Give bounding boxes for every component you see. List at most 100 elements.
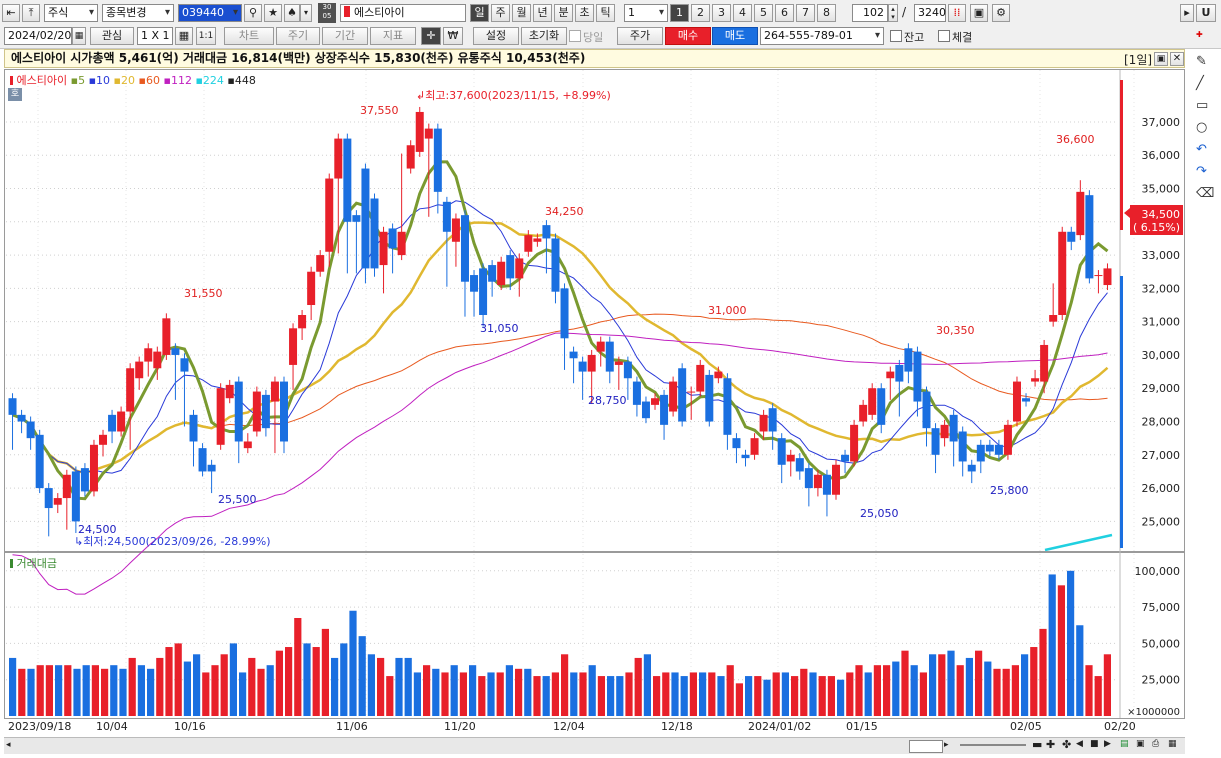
rectangle-icon[interactable]: ▭	[1196, 98, 1209, 113]
candle-body	[1031, 378, 1040, 382]
sell-button[interactable]: 매도	[712, 27, 758, 45]
scroll-right-icon[interactable]: ▸	[944, 740, 949, 750]
chart-scrollbar[interactable]: ◂ ▸ ▬ ✚ ✤ ◀ ■ ▶ ▤ ▣ ⎙ ▦	[4, 737, 1185, 754]
collapse-icon[interactable]: ▸	[1180, 4, 1194, 22]
scroll-left-icon[interactable]: ◂	[6, 740, 11, 750]
erase-all-icon[interactable]: ⌫	[1196, 186, 1215, 201]
line-icon[interactable]: ╱	[1196, 76, 1204, 91]
pin-icon[interactable]: ⇤	[2, 4, 20, 22]
layout-button-4[interactable]: 4	[733, 4, 752, 22]
volume-bar	[110, 665, 118, 716]
watch-button[interactable]: 관심	[90, 27, 134, 45]
play-icon[interactable]: ▶	[1104, 739, 1111, 749]
stock-name-field[interactable]: 에스티아이	[340, 4, 466, 22]
color-grid-icon[interactable]: ⁞⁞	[948, 4, 966, 22]
change-item-select[interactable]: 종목변경	[102, 4, 174, 22]
candle-body	[578, 361, 587, 372]
ratio-button[interactable]: 1:1	[196, 27, 216, 45]
candle-body	[99, 434, 108, 445]
layout-button-3[interactable]: 3	[712, 4, 731, 22]
settings-button[interactable]: 설정	[473, 27, 519, 45]
price-button[interactable]: 주가	[617, 27, 663, 45]
save-icon[interactable]: ▣	[970, 4, 988, 22]
candle-body	[171, 348, 180, 355]
won-icon[interactable]: ₩	[443, 27, 463, 45]
period-tab-4[interactable]: 분	[554, 4, 573, 22]
volume-bar	[239, 672, 247, 716]
stop-icon[interactable]: ■	[1090, 739, 1099, 749]
indicator-button[interactable]: 지표	[370, 27, 416, 45]
chart-button[interactable]: 차트	[224, 27, 274, 45]
executed-checkbox[interactable]	[938, 30, 950, 42]
period-tab-2[interactable]: 월	[512, 4, 531, 22]
export-save-icon[interactable]: ▣	[1136, 739, 1145, 749]
period-button[interactable]: 기간	[322, 27, 368, 45]
layout-button-2[interactable]: 2	[691, 4, 710, 22]
crosshair-icon[interactable]: ✛	[421, 27, 441, 45]
redo-icon[interactable]: ↷	[1196, 164, 1207, 179]
candle-body	[135, 361, 144, 379]
candle-body	[325, 178, 334, 252]
candle-body	[596, 341, 605, 352]
search-icon[interactable]: ⚲	[244, 4, 262, 22]
layout-button-8[interactable]: 8	[817, 4, 836, 22]
period-tab-3[interactable]: 년	[533, 4, 552, 22]
play-back-icon[interactable]: ◀	[1076, 739, 1083, 749]
calendar-icon[interactable]: ▦	[72, 27, 86, 45]
candle-body	[406, 145, 415, 169]
layout-button-1[interactable]: 1	[670, 4, 689, 22]
volume-bar	[248, 657, 256, 716]
grid-size-field[interactable]: 1 X 1	[137, 27, 173, 45]
period-tab-6[interactable]: 틱	[596, 4, 615, 22]
capture-icon[interactable]: ▦	[1168, 739, 1177, 749]
count-spinner[interactable]: ▴ ▾	[888, 4, 898, 22]
window-close-icon[interactable]: ✕	[1170, 52, 1184, 66]
circle-icon[interactable]: ○	[1196, 120, 1208, 135]
layout-button-5[interactable]: 5	[754, 4, 773, 22]
zoom-slider[interactable]	[960, 744, 1026, 746]
period-tab-5[interactable]: 초	[575, 4, 594, 22]
grid-icon[interactable]: ▦	[175, 27, 193, 45]
print-icon[interactable]: ⎙	[1152, 739, 1160, 749]
candle-body	[813, 474, 822, 489]
count-input[interactable]: 102	[852, 4, 888, 22]
spade-dropdown-icon[interactable]: ▾	[300, 4, 312, 22]
balance-checkbox[interactable]	[890, 30, 902, 42]
period-tab-1[interactable]: 주	[491, 4, 510, 22]
period-tab-0[interactable]: 일	[470, 4, 489, 22]
zoom-out-icon[interactable]: ▬	[1032, 738, 1043, 751]
settings-gear-icon[interactable]: ⚙	[992, 4, 1010, 22]
reset-button[interactable]: 초기화	[521, 27, 567, 45]
top-icon[interactable]: ⤒	[22, 4, 40, 22]
candle-body	[289, 328, 298, 365]
price-tick-label: 29,000	[1142, 382, 1181, 395]
excel-icon[interactable]: ▤	[1120, 739, 1129, 749]
scroll-thumb[interactable]	[909, 740, 943, 753]
volume-bar	[827, 676, 835, 716]
spade-icon[interactable]: ♠	[284, 4, 300, 22]
account-select[interactable]: 264-555-789-01	[760, 27, 884, 45]
volume-bar	[735, 683, 743, 716]
undo-icon[interactable]: ↶	[1196, 142, 1207, 157]
stock-code-input[interactable]: 039440	[178, 4, 242, 22]
today-checkbox[interactable]	[569, 30, 581, 42]
ho-badge[interactable]: 호	[8, 88, 22, 101]
window-restore-icon[interactable]: ▣	[1154, 52, 1168, 66]
buy-button[interactable]: 매수	[665, 27, 711, 45]
layout-button-7[interactable]: 7	[796, 4, 815, 22]
layout-button-6[interactable]: 6	[775, 4, 794, 22]
zoom-in-icon[interactable]: ✚	[1046, 738, 1056, 751]
interval-select[interactable]: 1	[624, 4, 668, 22]
pencil-icon[interactable]: ✎	[1196, 54, 1207, 69]
market-type-select[interactable]: 주식	[44, 4, 98, 22]
date-field[interactable]: 2024/02/20	[4, 27, 72, 45]
volume-legend-swatch	[10, 559, 13, 568]
star-icon[interactable]: ★	[264, 4, 282, 22]
scroll-prev-icon[interactable]: ✤	[1062, 738, 1072, 751]
tool-icon[interactable]: ✚	[1196, 30, 1203, 39]
volume-bar	[791, 676, 799, 716]
time-tick-label: 10/16	[174, 720, 206, 733]
cycle-button[interactable]: 주기	[276, 27, 320, 45]
u-button[interactable]: U	[1196, 4, 1216, 22]
